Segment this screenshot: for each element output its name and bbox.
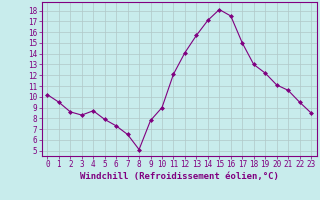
X-axis label: Windchill (Refroidissement éolien,°C): Windchill (Refroidissement éolien,°C) (80, 172, 279, 181)
